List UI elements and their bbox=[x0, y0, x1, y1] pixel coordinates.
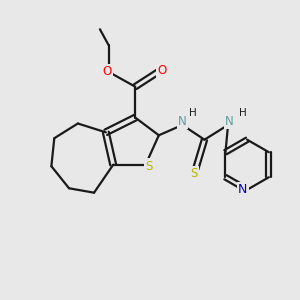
Text: N: N bbox=[225, 115, 234, 128]
Text: O: O bbox=[157, 64, 167, 77]
Text: N: N bbox=[238, 183, 248, 196]
Text: S: S bbox=[190, 167, 198, 180]
Text: H: H bbox=[239, 108, 247, 118]
Text: O: O bbox=[103, 65, 112, 79]
Text: S: S bbox=[146, 160, 153, 173]
Text: H: H bbox=[189, 108, 196, 118]
Text: N: N bbox=[178, 115, 187, 128]
